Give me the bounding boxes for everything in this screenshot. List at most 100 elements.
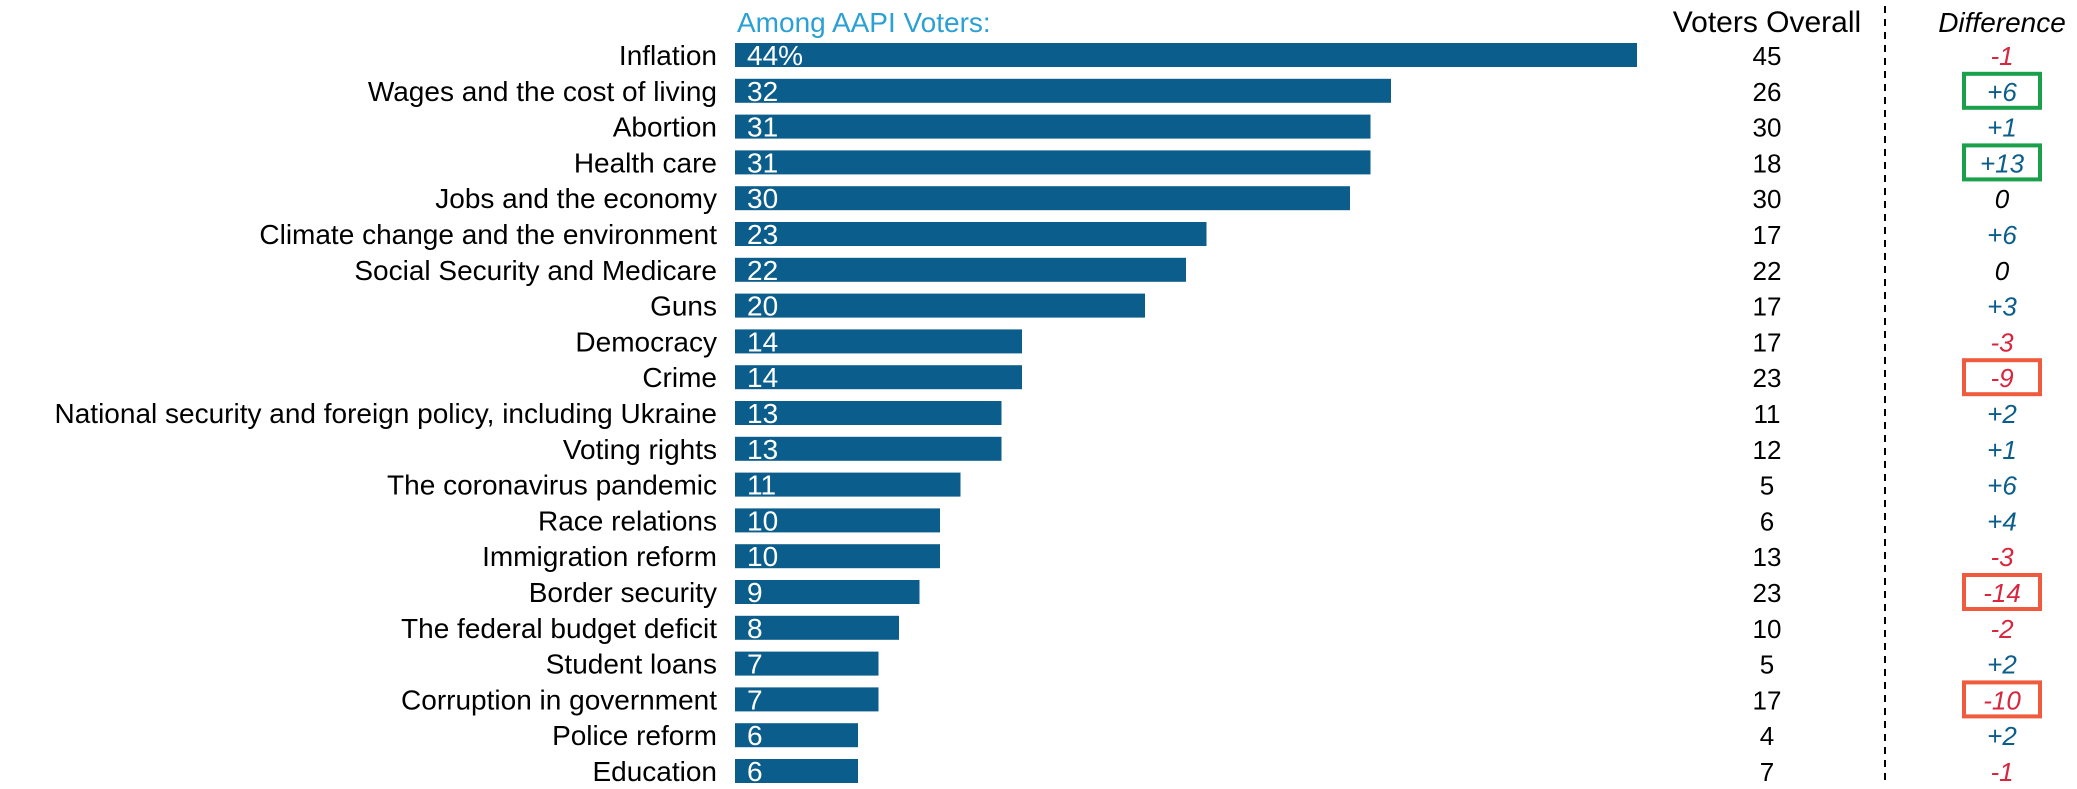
- bar: [735, 257, 1186, 282]
- difference-value: +1: [1987, 435, 2017, 465]
- overall-value: 11: [1754, 399, 1781, 429]
- difference-value: -1: [1990, 41, 2013, 71]
- bar-value-label: 6: [747, 756, 763, 784]
- difference-highlight-box: [1962, 680, 2042, 719]
- difference-value: +3: [1987, 292, 2017, 322]
- category-label: Student loans: [546, 649, 717, 680]
- category-label: Wages and the cost of living: [368, 76, 717, 107]
- bar-value-label: 6: [747, 720, 763, 751]
- overall-value: 18: [1753, 148, 1782, 178]
- category-label: Crime: [642, 362, 717, 393]
- bar: [735, 472, 961, 497]
- overall-value: 7: [1760, 757, 1774, 784]
- difference-value: -9: [1990, 363, 2013, 393]
- difference-highlight-box: [1962, 71, 2042, 110]
- difference-value: +6: [1987, 77, 2017, 107]
- difference-value: +2: [1987, 721, 2017, 751]
- difference-highlight-box: [1962, 143, 2042, 182]
- bar-value-label: 31: [747, 147, 778, 178]
- overall-value: 17: [1753, 292, 1782, 322]
- bar: [735, 723, 858, 748]
- chart-title: Among AAPI Voters:: [737, 7, 991, 38]
- category-label: Education: [592, 756, 717, 784]
- category-label: Democracy: [575, 326, 717, 357]
- category-label: Corruption in government: [401, 684, 717, 715]
- bar-value-label: 44%: [747, 40, 803, 71]
- bar-value-label: 7: [747, 649, 763, 680]
- difference-value: +4: [1987, 506, 2017, 536]
- overall-value: 17: [1753, 685, 1782, 715]
- category-label: Border security: [529, 577, 717, 608]
- bar-value-label: 9: [747, 577, 763, 608]
- overall-header: Voters Overall: [1673, 6, 1861, 39]
- difference-value: -14: [1983, 578, 2021, 608]
- bar-value-label: 23: [747, 219, 778, 250]
- bar-value-label: 13: [747, 434, 778, 465]
- overall-value: 5: [1760, 650, 1774, 680]
- category-label: Health care: [574, 147, 717, 178]
- chart-rows: Inflation 44% 4 5 -1 Wages and the cost of li…: [55, 40, 2042, 787]
- bar-value-label: 20: [747, 291, 778, 322]
- overall-value: 23: [1753, 363, 1782, 393]
- category-label: Guns: [650, 291, 717, 322]
- bar: [735, 186, 1350, 211]
- bar-value-label: 10: [747, 505, 778, 536]
- bar-value-label: 31: [747, 112, 778, 143]
- difference-value: 0: [1995, 184, 2010, 214]
- overall-value: 10: [1753, 614, 1782, 644]
- category-label: Race relations: [538, 505, 717, 536]
- difference-header: Difference: [1938, 7, 2066, 38]
- category-label: National security and foreign policy, in…: [55, 398, 718, 429]
- category-label: Jobs and the economy: [435, 183, 717, 214]
- bar: [735, 687, 879, 712]
- overall-value: 30: [1753, 113, 1782, 143]
- difference-value: +2: [1987, 650, 2017, 680]
- bar-value-label: 8: [747, 613, 763, 644]
- bar: [735, 580, 920, 604]
- bar: [735, 759, 858, 783]
- bar: [735, 78, 1391, 103]
- bar-value-label: 14: [747, 362, 778, 393]
- category-label: Voting rights: [563, 434, 717, 465]
- bar: [735, 401, 1002, 425]
- difference-value: +6: [1987, 471, 2017, 501]
- category-label: The federal budget deficit: [401, 613, 717, 644]
- bar: [735, 651, 879, 676]
- bar-value-label: 13: [747, 398, 778, 429]
- bar: [735, 436, 1002, 461]
- bar-value-label: 30: [747, 183, 778, 214]
- difference-value: -3: [1990, 542, 2014, 572]
- bar: [735, 365, 1022, 390]
- overall-value: 5: [1760, 471, 1774, 501]
- overall-value: 4: [1760, 721, 1774, 751]
- overall-value: 12: [1753, 435, 1782, 465]
- difference-value: -1: [1990, 757, 2013, 784]
- bar-value-label: 14: [747, 326, 778, 357]
- overall-value: 17: [1753, 220, 1782, 250]
- difference-value: +6: [1987, 220, 2017, 250]
- bar: [735, 150, 1371, 175]
- difference-value: -10: [1983, 685, 2021, 715]
- difference-value: -3: [1990, 327, 2014, 357]
- overall-value: 13: [1753, 542, 1782, 572]
- overall-value: 17: [1753, 327, 1782, 357]
- bar: [735, 508, 940, 533]
- bar: [735, 222, 1207, 246]
- bar-value-label: 22: [747, 255, 778, 286]
- overall-value: 26: [1753, 77, 1782, 107]
- category-label: Inflation: [619, 40, 717, 71]
- category-label: Social Security and Medicare: [354, 255, 717, 286]
- difference-highlight-box: [1962, 358, 2042, 397]
- bar: [735, 544, 940, 569]
- difference-value: 0: [1995, 256, 2010, 286]
- bar-value-label: 10: [747, 541, 778, 572]
- category-label: Climate change and the environment: [259, 219, 717, 250]
- difference-value: -2: [1990, 614, 2014, 644]
- overall-value: 6: [1760, 506, 1774, 536]
- bar: [735, 293, 1145, 318]
- difference-value: +13: [1980, 148, 2025, 178]
- bar: [735, 114, 1371, 139]
- category-label: Police reform: [552, 720, 717, 751]
- difference-value: +2: [1987, 399, 2017, 429]
